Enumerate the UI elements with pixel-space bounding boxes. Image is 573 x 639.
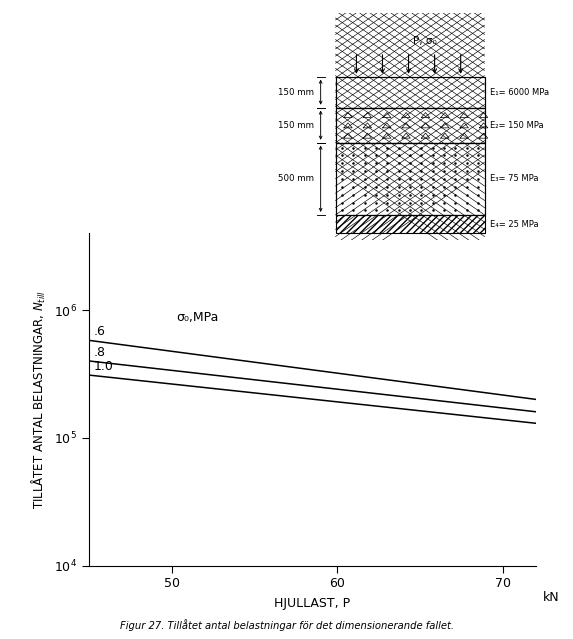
Text: 1.0: 1.0 bbox=[94, 360, 113, 373]
Bar bbox=[336, 77, 485, 107]
Text: 150 mm: 150 mm bbox=[278, 121, 314, 130]
Bar bbox=[336, 77, 485, 107]
Bar bbox=[336, 142, 485, 215]
Bar bbox=[336, 107, 485, 142]
Text: 500 mm: 500 mm bbox=[278, 174, 314, 183]
Text: E₁= 6000 MPa: E₁= 6000 MPa bbox=[490, 88, 550, 96]
Text: 150 mm: 150 mm bbox=[278, 88, 314, 96]
Y-axis label: TILLÅTET ANTAL BELASTNINGAR, $N_{till}$: TILLÅTET ANTAL BELASTNINGAR, $N_{till}$ bbox=[30, 290, 49, 509]
Text: P, σ₀: P, σ₀ bbox=[413, 36, 437, 46]
Text: Figur 27. Tillåtet antal belastningar för det dimensionerande fallet.: Figur 27. Tillåtet antal belastningar fö… bbox=[120, 619, 453, 631]
Text: E₂= 150 MPa: E₂= 150 MPa bbox=[490, 121, 544, 130]
Text: E₄= 25 MPa: E₄= 25 MPa bbox=[490, 220, 539, 229]
Text: .6: .6 bbox=[94, 325, 105, 338]
Bar bbox=[336, 215, 485, 233]
Bar bbox=[336, 107, 485, 142]
Text: kN: kN bbox=[543, 590, 559, 603]
Text: .8: .8 bbox=[94, 346, 106, 358]
Text: σ₀,MPa: σ₀,MPa bbox=[176, 311, 219, 324]
X-axis label: HJULLAST, P: HJULLAST, P bbox=[274, 597, 350, 610]
Bar bbox=[336, 142, 485, 215]
Text: E₃= 75 MPa: E₃= 75 MPa bbox=[490, 174, 539, 183]
